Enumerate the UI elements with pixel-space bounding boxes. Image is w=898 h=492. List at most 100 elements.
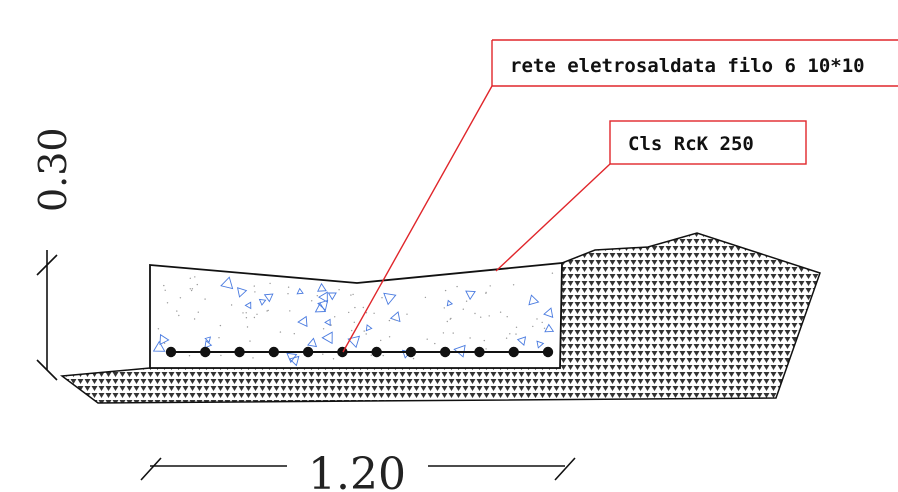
aggregate-stone [317,282,327,292]
aggregate-stone [286,352,298,364]
aggregate-dot [330,324,332,326]
aggregate-dot [536,318,538,320]
aggregate-dot [178,314,180,317]
aggregate-dot [289,310,291,312]
rebar-dot [268,346,280,358]
aggregate-dot [189,288,191,290]
aggregate-dot [462,308,464,310]
rebar-dot [302,346,314,358]
aggregate-dot [449,318,451,320]
aggregate-stone [324,318,331,327]
aggregate-dot [370,354,372,356]
aggregate-dot [266,310,268,312]
aggregate-stone [288,355,300,367]
aggregate-dot [412,357,415,360]
aggregate-dot [334,316,336,318]
aggregate-dot [163,284,165,287]
width-dimension-tick-right [554,457,576,481]
aggregate-dot [287,286,290,288]
rebar-mesh-label: rete eletrosaldata filo 6 10*10 [510,55,865,77]
aggregate-stone [204,336,212,344]
aggregate-dot [352,293,354,296]
aggregate-dot [322,353,324,355]
aggregate-dot [164,289,166,291]
width-dimension-text: 1.20 [308,449,406,492]
aggregate-dot [452,332,454,334]
aggregate-dot [193,318,196,320]
height-dimension-tick-top [36,254,58,276]
aggregate-dot [489,285,491,287]
aggregate-dot [219,324,222,327]
aggregate-dot [485,292,487,294]
aggregate-stone [528,294,540,306]
aggregate-dot [442,332,445,334]
aggregate-dot [485,348,487,350]
aggregate-dot [252,357,254,359]
aggregate-dot [483,339,485,342]
aggregate-dot [388,319,391,322]
aggregate-dot [394,319,396,321]
aggregate-dot [543,327,546,329]
aggregate-dot [196,283,198,286]
aggregate-dot [380,339,382,342]
aggregate-dot [253,316,256,319]
rebar-dot [508,346,519,358]
aggregate-dot [373,312,375,314]
rebar-dot [405,346,417,358]
aggregate-dot [446,320,448,323]
aggregate-stone [516,336,527,346]
aggregate-dot [363,330,365,332]
aggregate-dot [189,277,191,279]
aggregate-dot [365,312,368,314]
aggregate-dot [194,276,196,278]
aggregate-dot [179,297,182,299]
aggregate-dot [480,316,482,318]
aggregate-dot [350,294,352,296]
aggregate-dot [362,306,364,309]
aggregate-dot [279,331,282,333]
aggregate-dot [488,315,490,317]
aggregate-stone [383,292,397,306]
aggregate-dot [163,342,166,344]
aggregate-dot [469,337,471,339]
aggregate-dot [176,310,178,312]
aggregate-dot [191,288,194,290]
aggregate-stone [365,324,373,332]
aggregate-dot [434,342,436,345]
aggregate-dot [269,282,271,285]
aggregate-stone [237,287,248,298]
aggregate-dot [509,333,511,335]
rebar-dot [165,346,177,358]
aggregate-dot [551,272,554,274]
aggregate-stone [543,307,554,318]
aggregate-dot [365,333,367,335]
aggregate-dot [218,337,220,339]
aggregate-dot [338,289,340,291]
aggregate-dot [246,326,249,328]
aggregate-dot [512,284,515,286]
aggregate-dot [204,298,206,300]
aggregate-stone [204,339,213,349]
aggregate-dot [311,300,313,302]
aggregate-dot [245,312,247,314]
aggregate-stone [318,291,328,303]
aggregate-stone [244,301,252,310]
aggregate-dot [166,302,169,304]
width-dimension-tick-left [140,457,162,481]
aggregate-stone [465,290,476,301]
rebar-dot [200,346,211,358]
concrete-slab [149,262,563,369]
aggregate-dot [351,329,353,332]
aggregate-stone [347,335,361,349]
aggregate-stone [544,323,555,333]
aggregate-dot [220,354,222,357]
aggregate-dot [465,300,468,302]
aggregate-stone [446,299,454,307]
aggregate-dot [242,312,244,314]
aggregate-stone [159,333,170,346]
rebar-dot [542,346,554,358]
rebar-dot [439,346,451,358]
aggregate-stone [296,287,304,295]
concrete-label-box [609,120,807,165]
aggregate-stone [152,340,166,352]
